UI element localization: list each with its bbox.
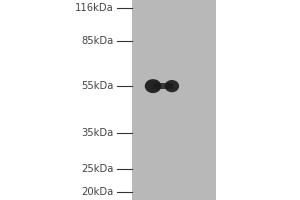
Text: 35kDa: 35kDa [82, 128, 114, 138]
Ellipse shape [145, 79, 161, 93]
Bar [132, 0, 216, 200]
Text: 85kDa: 85kDa [82, 36, 114, 46]
Text: 25kDa: 25kDa [82, 164, 114, 174]
Text: 116kDa: 116kDa [75, 3, 114, 13]
Text: 20kDa: 20kDa [82, 187, 114, 197]
Text: 55kDa: 55kDa [82, 81, 114, 91]
Bar [153, 83, 172, 89]
Ellipse shape [165, 80, 179, 92]
